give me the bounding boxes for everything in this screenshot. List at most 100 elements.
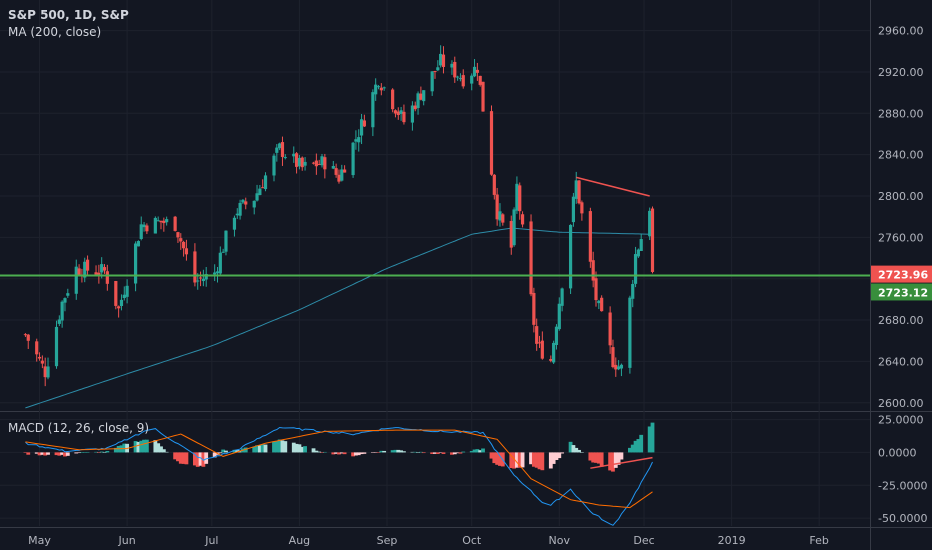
macd-hist-bar bbox=[99, 451, 104, 453]
candle bbox=[221, 248, 225, 253]
candle bbox=[571, 192, 576, 227]
macd-hist-bar bbox=[591, 452, 596, 463]
macd-hist-bar bbox=[65, 452, 70, 456]
candle bbox=[379, 83, 383, 96]
macd-hist-bar bbox=[63, 452, 67, 457]
candle bbox=[574, 171, 578, 204]
candle bbox=[648, 207, 652, 241]
time-tick-label: May bbox=[28, 534, 51, 547]
macd-hist-bar bbox=[136, 441, 141, 453]
macd-hist-bar bbox=[376, 452, 381, 453]
macd-hist-bar bbox=[113, 447, 118, 453]
candle bbox=[495, 187, 499, 226]
macd-hist-bar bbox=[534, 452, 539, 468]
price-tick-label: 2640.00 bbox=[878, 355, 924, 368]
candle bbox=[272, 153, 276, 182]
macd-hist-bar bbox=[560, 452, 565, 454]
candle bbox=[133, 241, 138, 292]
svg-text:2723.12: 2723.12 bbox=[878, 286, 928, 299]
candle bbox=[382, 86, 386, 91]
candle bbox=[441, 46, 446, 74]
macd-hist-bar bbox=[540, 452, 545, 471]
candle bbox=[94, 265, 98, 276]
macd-hist-bar bbox=[320, 452, 324, 453]
candle bbox=[419, 86, 423, 101]
macd-hist-bar bbox=[469, 451, 474, 453]
candle bbox=[413, 101, 417, 112]
candle bbox=[455, 75, 460, 81]
candle bbox=[119, 294, 124, 311]
macd-hist-bar bbox=[611, 452, 615, 472]
macd-hist-bar bbox=[54, 452, 59, 456]
time-tick-label: Dec bbox=[633, 534, 654, 547]
macd-hist-bar bbox=[596, 452, 601, 464]
candle bbox=[393, 109, 398, 118]
price-trendline[interactable] bbox=[576, 176, 650, 197]
axes: 2600.002640.002680.002720.002760.002800.… bbox=[28, 25, 932, 547]
macd-hist-bar bbox=[509, 452, 514, 469]
candle bbox=[470, 73, 474, 91]
candle bbox=[162, 217, 166, 232]
candle bbox=[371, 89, 375, 137]
candle bbox=[57, 315, 61, 327]
macd-hist-bar bbox=[311, 448, 316, 453]
macd-hist-bar bbox=[492, 452, 497, 464]
candle bbox=[331, 160, 335, 170]
macd-tick-label: -50.0000 bbox=[878, 512, 927, 525]
macd-hist-bar bbox=[554, 452, 559, 460]
macd-hist-bar bbox=[390, 450, 395, 453]
macd-hist-bar bbox=[579, 452, 584, 453]
price-tick-label: 2840.00 bbox=[878, 149, 924, 162]
macd-hist-bar bbox=[478, 450, 483, 453]
macd-hist-bar bbox=[548, 452, 553, 469]
macd-hist-bar bbox=[144, 439, 149, 453]
macd-hist-bar bbox=[639, 434, 644, 453]
macd-divergence-line[interactable] bbox=[590, 456, 653, 469]
candle bbox=[537, 335, 542, 348]
svg-text:2723.96: 2723.96 bbox=[878, 269, 928, 282]
macd-hist-bar bbox=[224, 450, 228, 453]
horizontal-line-price-tag: 2723.12 bbox=[871, 283, 932, 301]
macd-hist-bar bbox=[537, 452, 542, 470]
macd-hist-bar bbox=[373, 452, 378, 453]
candle bbox=[396, 107, 400, 120]
candle bbox=[176, 231, 180, 243]
macd-hist-bar bbox=[531, 452, 536, 467]
candle bbox=[159, 220, 163, 230]
candle bbox=[588, 207, 592, 268]
candle bbox=[334, 163, 338, 178]
candle bbox=[142, 222, 146, 232]
candle bbox=[614, 357, 618, 377]
candle bbox=[218, 246, 222, 276]
macd-hist-bar bbox=[164, 451, 169, 453]
macd-hist-bar bbox=[277, 439, 282, 453]
candle bbox=[577, 179, 581, 205]
macd-hist-bar bbox=[46, 452, 50, 455]
candle bbox=[475, 62, 479, 81]
macd-hist-bar bbox=[636, 439, 641, 453]
candles-layer bbox=[23, 45, 655, 387]
candle bbox=[376, 85, 381, 90]
macd-hist-bar bbox=[396, 449, 401, 453]
macd-hist-bar bbox=[633, 440, 638, 453]
macd-hist-bar bbox=[342, 452, 347, 455]
macd-hist-bar bbox=[455, 452, 460, 454]
macd-hist-bar bbox=[520, 452, 525, 468]
macd-hist-bar bbox=[475, 449, 480, 453]
macd-hist-bar bbox=[156, 443, 161, 453]
macd-hist-bar bbox=[613, 452, 618, 468]
candle bbox=[422, 90, 426, 106]
candle bbox=[362, 114, 366, 128]
candle bbox=[43, 357, 47, 387]
time-tick-label: Aug bbox=[289, 534, 310, 547]
macd-hist-bar bbox=[472, 449, 477, 453]
candle bbox=[337, 169, 341, 184]
macd-indicator-label: MACD (12, 26, close, 9) bbox=[8, 421, 150, 435]
macd-hist-bar bbox=[512, 452, 516, 469]
candle bbox=[518, 182, 522, 220]
candle bbox=[179, 233, 183, 250]
macd-hist-bar bbox=[142, 439, 146, 453]
macd-hist-bar bbox=[317, 451, 322, 453]
